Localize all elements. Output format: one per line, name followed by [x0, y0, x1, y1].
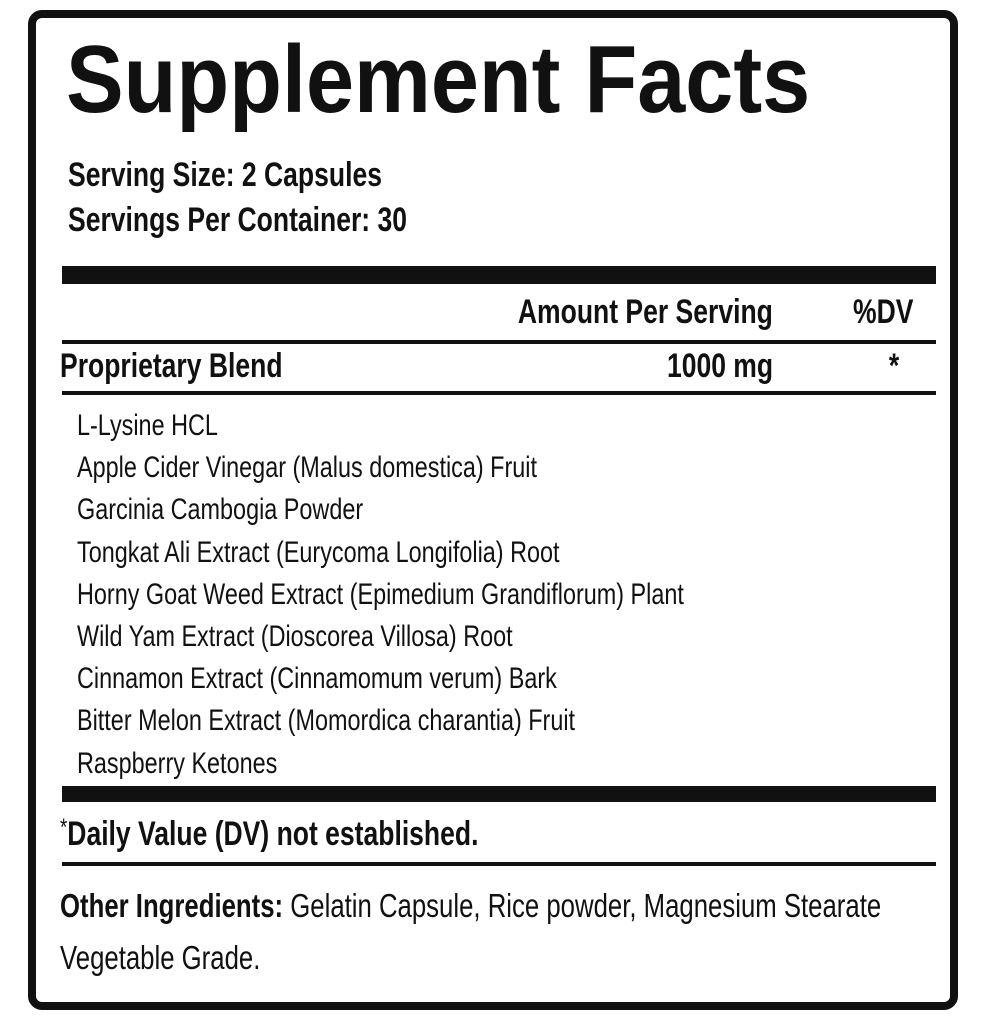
ingredient: Tongkat Ali Extract (Eurycoma Longifolia…	[77, 535, 560, 569]
thick-rule	[62, 266, 936, 284]
blend-dv: *	[888, 347, 899, 385]
footnote-marker: *	[60, 814, 68, 841]
ingredient: L-Lysine HCL	[77, 409, 218, 442]
ingredient: Garcinia Cambogia Powder	[77, 493, 364, 527]
ingredient: Raspberry Ketones	[77, 746, 278, 780]
dv-header: %DV	[852, 293, 913, 331]
blend-amount: 1000 mg	[666, 347, 773, 385]
ingredient: Horny Goat Weed Extract (Epimedium Grand…	[77, 577, 684, 611]
title: Supplement Facts	[66, 26, 811, 133]
amount-header: Amount Per Serving	[518, 293, 773, 331]
blend-name: Proprietary Blend	[60, 347, 283, 385]
serving-size: Serving Size: 2 Capsules	[68, 156, 382, 194]
servings-per-container: Servings Per Container: 30	[68, 201, 407, 239]
ingredient: Bitter Melon Extract (Momordica charanti…	[77, 704, 576, 738]
other-text: Gelatin Capsule, Rice powder, Magnesium …	[60, 887, 882, 976]
ingredient: Cinnamon Extract (Cinnamomum verum) Bark	[77, 662, 557, 696]
rule	[62, 391, 936, 395]
rule	[62, 340, 936, 344]
ingredient: Apple Cider Vinegar (Malus domestica) Fr…	[77, 451, 537, 485]
thick-rule	[62, 786, 936, 802]
label-frame	[28, 10, 958, 1010]
footnote-text: Daily Value (DV) not established.	[67, 815, 479, 853]
ingredient: Wild Yam Extract (Dioscorea Villosa) Roo…	[77, 620, 513, 653]
rule	[62, 862, 936, 866]
other-ingredients: Other Ingredients: Gelatin Capsule, Rice…	[60, 880, 902, 984]
footnote: *Daily Value (DV) not established.	[60, 814, 479, 853]
other-label: Other Ingredients:	[60, 887, 284, 924]
